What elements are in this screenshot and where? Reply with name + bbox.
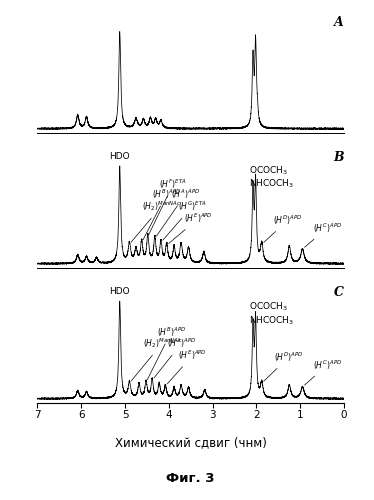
Text: $(H^A)^{APD}$: $(H^A)^{APD}$	[156, 188, 200, 236]
Text: $(H^G)^{ETA}$: $(H^G)^{ETA}$	[163, 200, 206, 240]
Text: $(H^D)^{APD}$: $(H^D)^{APD}$	[264, 214, 303, 242]
Text: NHCOCH$_3$: NHCOCH$_3$	[249, 314, 294, 327]
Text: HDO: HDO	[110, 287, 130, 296]
Text: OCOCH$_3$: OCOCH$_3$	[249, 301, 288, 314]
Text: Химический сдвиг (чнм): Химический сдвиг (чнм)	[115, 436, 267, 449]
Text: $(H^A)^{APD}$: $(H^A)^{APD}$	[154, 337, 196, 378]
Text: OCOCH$_3$: OCOCH$_3$	[249, 164, 288, 176]
Text: $(H^F)^{ETA}$: $(H^F)^{ETA}$	[149, 178, 187, 234]
Text: A: A	[334, 16, 344, 29]
Text: $(H^C)^{APD}$: $(H^C)^{APD}$	[304, 221, 342, 248]
Text: $(H^D)^{APD}$: $(H^D)^{APD}$	[264, 350, 304, 381]
Text: $(H_2)^{ManNAc}$: $(H_2)^{ManNAc}$	[131, 336, 182, 381]
Text: $(H^B)^{APD}$: $(H^B)^{APD}$	[143, 188, 181, 240]
Text: $(H^E)^{APD}$: $(H^E)^{APD}$	[167, 348, 207, 384]
Text: $(H^C)^{APD}$: $(H^C)^{APD}$	[304, 358, 342, 385]
Text: $(H^E)^{APD}$: $(H^E)^{APD}$	[169, 212, 213, 244]
Text: $(H_2)^{ManNAc}$: $(H_2)^{ManNAc}$	[131, 200, 181, 242]
Text: B: B	[334, 151, 344, 164]
Text: Фиг. 3: Фиг. 3	[166, 472, 215, 486]
Text: NHCOCH$_3$: NHCOCH$_3$	[249, 178, 294, 190]
Text: $(H^B)^{APD}$: $(H^B)^{APD}$	[147, 325, 186, 380]
Text: C: C	[334, 286, 344, 299]
Text: HDO: HDO	[110, 152, 130, 161]
